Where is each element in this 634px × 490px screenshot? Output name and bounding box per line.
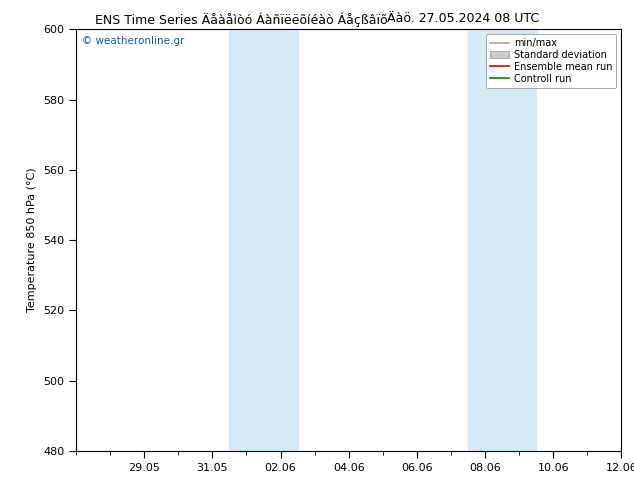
Text: ENS Time Series Äåàåìòó Áàñïëëõíéàò Áåçßâïõ: ENS Time Series Äåàåìòó Áàñïëëõíéàò Áåçß… (94, 12, 387, 27)
Y-axis label: Temperature 850 hPa (°C): Temperature 850 hPa (°C) (27, 168, 37, 313)
Legend: min/max, Standard deviation, Ensemble mean run, Controll run: min/max, Standard deviation, Ensemble me… (486, 34, 616, 88)
Bar (468, 29, 536, 451)
Bar (230, 29, 297, 451)
Text: Äàö. 27.05.2024 08 UTC: Äàö. 27.05.2024 08 UTC (387, 12, 539, 25)
Text: © weatheronline.gr: © weatheronline.gr (82, 36, 184, 46)
